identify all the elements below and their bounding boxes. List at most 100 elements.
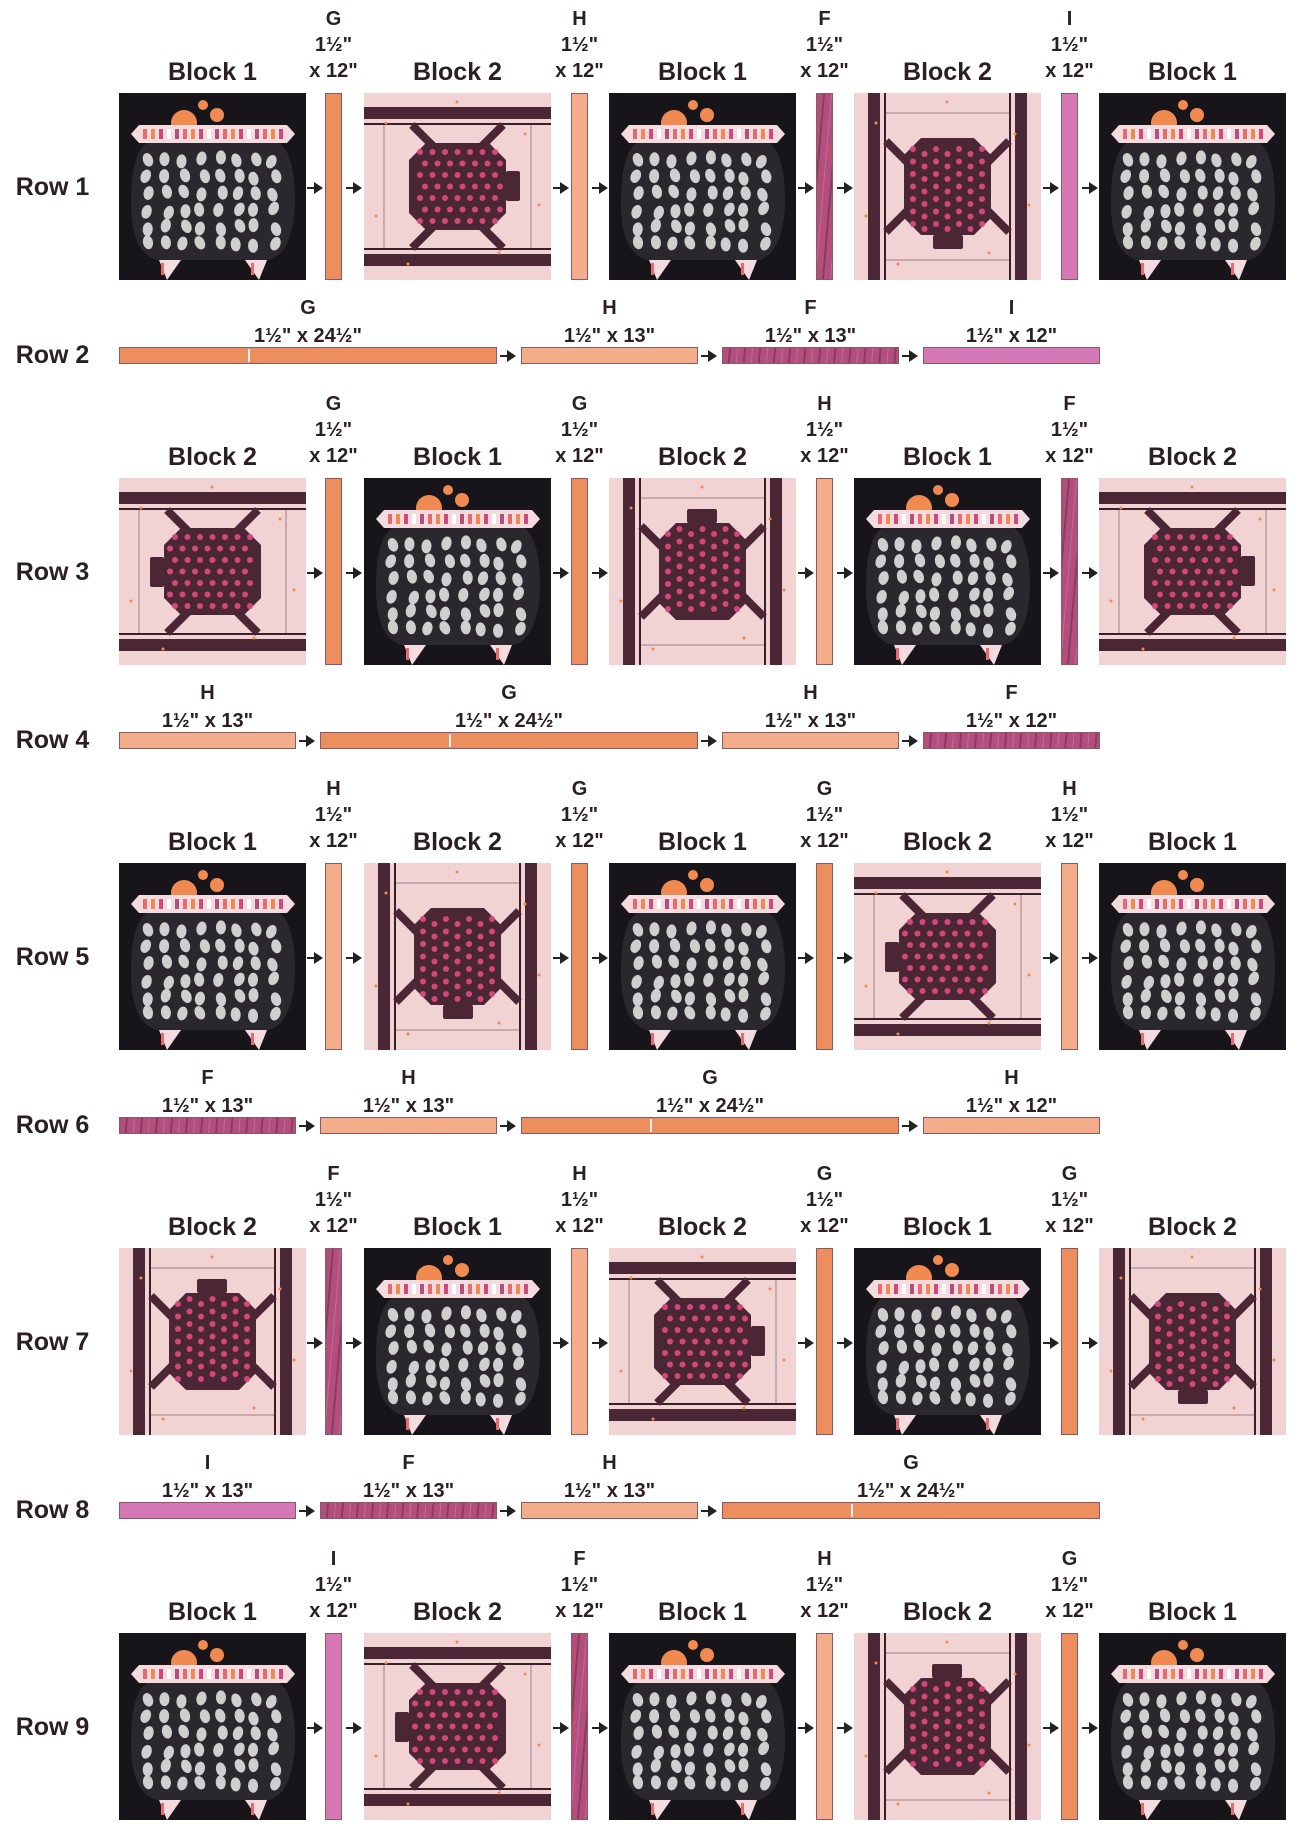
row-label: Row 9 bbox=[15, 1712, 90, 1741]
arrow-icon bbox=[346, 1721, 362, 1734]
strip-letter: G bbox=[300, 297, 316, 319]
block-title: Block 1 bbox=[1148, 828, 1237, 856]
sashing-length: x 12" bbox=[555, 830, 604, 852]
arrow-icon bbox=[837, 1336, 853, 1349]
cauldron-block bbox=[119, 93, 306, 280]
strip-h bbox=[521, 1502, 698, 1519]
cauldron-block bbox=[609, 863, 796, 1050]
spider-illustration bbox=[364, 1633, 551, 1820]
arrow-icon bbox=[798, 181, 814, 194]
strip-letter: G bbox=[501, 682, 517, 704]
sashing-strip-h bbox=[1061, 863, 1078, 1050]
sashing-strip-h bbox=[325, 863, 342, 1050]
sashing-letter: H bbox=[572, 8, 587, 30]
sashing-length: x 12" bbox=[555, 445, 604, 467]
row-label: Row 1 bbox=[15, 172, 90, 201]
row-label: Row 3 bbox=[15, 557, 90, 586]
arrow-icon bbox=[837, 566, 853, 579]
spider-illustration bbox=[119, 478, 306, 665]
strip-dimension: 1½" x 13" bbox=[563, 1480, 656, 1502]
sashing-strip-f bbox=[1061, 478, 1078, 665]
spider-block bbox=[364, 863, 551, 1050]
strip-dimension: 1½" x 12" bbox=[965, 710, 1058, 732]
block-title: Block 1 bbox=[168, 58, 257, 86]
block-title: Block 1 bbox=[658, 828, 747, 856]
arrow-icon bbox=[553, 181, 569, 194]
sashing-strip-i bbox=[325, 1633, 342, 1820]
row-label: Row 6 bbox=[15, 1111, 90, 1139]
strip-dimension: 1½" x 13" bbox=[764, 710, 857, 732]
sashing-strip-g bbox=[325, 478, 342, 665]
block-title: Block 1 bbox=[903, 1213, 992, 1241]
arrow-icon bbox=[299, 1119, 315, 1132]
cauldron-block bbox=[119, 1633, 306, 1820]
cauldron-block bbox=[854, 478, 1041, 665]
sashing-length: x 12" bbox=[309, 1215, 358, 1237]
row-label: Row 8 bbox=[15, 1496, 90, 1524]
sashing-width: 1½" bbox=[805, 34, 844, 56]
sashing-length: x 12" bbox=[800, 1600, 849, 1622]
strip-h bbox=[923, 1117, 1100, 1134]
arrow-icon bbox=[837, 1721, 853, 1734]
sashing-length: x 12" bbox=[800, 445, 849, 467]
sashing-letter: G bbox=[571, 778, 588, 800]
arrow-icon bbox=[1082, 566, 1098, 579]
strip-g bbox=[320, 732, 698, 749]
block-title: Block 1 bbox=[658, 1598, 747, 1626]
strip-letter: H bbox=[602, 1452, 617, 1474]
strip-dimension: 1½" x 12" bbox=[965, 1095, 1058, 1117]
arrow-icon bbox=[1043, 1721, 1059, 1734]
sashing-letter: F bbox=[818, 8, 831, 30]
arrow-icon bbox=[500, 1119, 516, 1132]
sashing-length: x 12" bbox=[800, 1215, 849, 1237]
sashing-length: x 12" bbox=[555, 60, 604, 82]
arrow-icon bbox=[307, 1336, 323, 1349]
sashing-strip-g bbox=[571, 863, 588, 1050]
cauldron-block bbox=[1099, 863, 1286, 1050]
sashing-length: x 12" bbox=[800, 830, 849, 852]
cauldron-block bbox=[119, 863, 306, 1050]
strip-letter: F bbox=[201, 1067, 214, 1089]
sashing-width: 1½" bbox=[805, 1189, 844, 1211]
cauldron-block bbox=[609, 1633, 796, 1820]
cauldron-illustration bbox=[119, 93, 306, 280]
spider-illustration bbox=[854, 863, 1041, 1050]
sashing-width: 1½" bbox=[1050, 34, 1089, 56]
arrow-icon bbox=[1082, 181, 1098, 194]
sashing-length: x 12" bbox=[1045, 1215, 1094, 1237]
arrow-icon bbox=[701, 734, 717, 747]
sashing-strip-g bbox=[1061, 1633, 1078, 1820]
strip-letter: I bbox=[204, 1452, 211, 1474]
arrow-icon bbox=[798, 951, 814, 964]
arrow-icon bbox=[902, 1119, 918, 1132]
sashing-strip-h bbox=[816, 1633, 833, 1820]
arrow-icon bbox=[346, 566, 362, 579]
sashing-strip-g bbox=[816, 863, 833, 1050]
strip-i bbox=[923, 347, 1100, 364]
cauldron-illustration bbox=[609, 93, 796, 280]
strip-seam bbox=[248, 349, 250, 362]
row-label: Row 4 bbox=[15, 726, 90, 754]
arrow-icon bbox=[798, 1336, 814, 1349]
sashing-length: x 12" bbox=[1045, 830, 1094, 852]
sashing-width: 1½" bbox=[314, 1189, 353, 1211]
arrow-icon bbox=[553, 951, 569, 964]
strip-letter: G bbox=[702, 1067, 718, 1089]
sashing-width: 1½" bbox=[1050, 1574, 1089, 1596]
sashing-letter: H bbox=[572, 1163, 587, 1185]
arrow-icon bbox=[592, 181, 608, 194]
arrow-icon bbox=[1082, 951, 1098, 964]
arrow-icon bbox=[701, 1504, 717, 1517]
block-title: Block 1 bbox=[1148, 58, 1237, 86]
arrow-icon bbox=[798, 1721, 814, 1734]
strip-letter: F bbox=[402, 1452, 415, 1474]
spider-illustration bbox=[1099, 478, 1286, 665]
sashing-letter: G bbox=[571, 393, 588, 415]
spider-block bbox=[854, 1633, 1041, 1820]
arrow-icon bbox=[592, 1721, 608, 1734]
sashing-width: 1½" bbox=[805, 1574, 844, 1596]
row-label: Row 2 bbox=[15, 341, 90, 369]
spider-block bbox=[1099, 1248, 1286, 1435]
block-title: Block 2 bbox=[413, 1598, 502, 1626]
